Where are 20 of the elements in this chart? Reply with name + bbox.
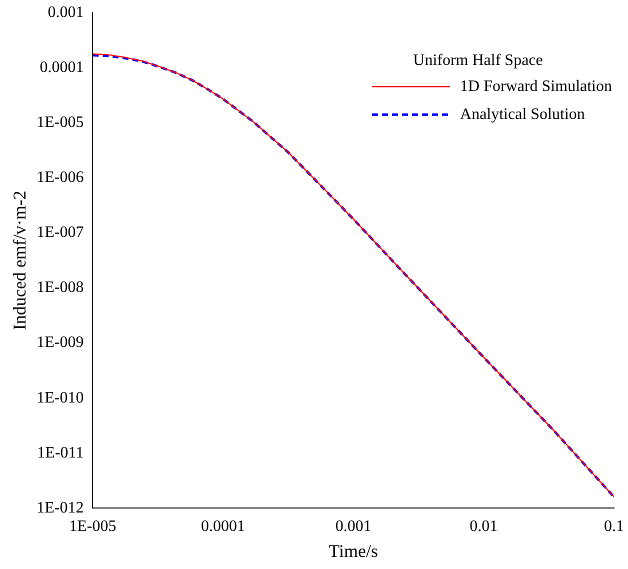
x-tick-label: 0.001	[335, 518, 372, 536]
y-axis-title: Induced emf/v·m-2	[10, 190, 30, 330]
y-tick-label: 1E-009	[36, 334, 84, 352]
x-tick-label: 0.01	[470, 518, 498, 536]
y-tick-label: 1E-010	[36, 389, 84, 406]
x-axis-title: Time/s	[328, 540, 378, 561]
legend-title: Uniform Half Space	[413, 52, 543, 69]
y-tick-label: 1E-008	[36, 279, 84, 296]
y-tick-label: 1E-006	[36, 169, 84, 186]
y-tick-label: 1E-011	[37, 444, 84, 462]
x-tick-label: 0.0001	[201, 518, 246, 536]
y-tick-label: 1E-007	[36, 224, 84, 242]
y-tick-label: 1E-005	[36, 114, 84, 131]
x-tick-label: 0.1	[604, 518, 624, 536]
x-tick-label: 1E-005	[69, 518, 116, 536]
legend-label: 1D Forward Simulation	[460, 78, 612, 95]
y-tick-label: 1E-012	[36, 499, 84, 516]
legend-label: Analytical Solution	[460, 106, 585, 123]
y-tick-label: 0.001	[48, 4, 84, 21]
y-tick-label: 0.0001	[40, 58, 84, 76]
